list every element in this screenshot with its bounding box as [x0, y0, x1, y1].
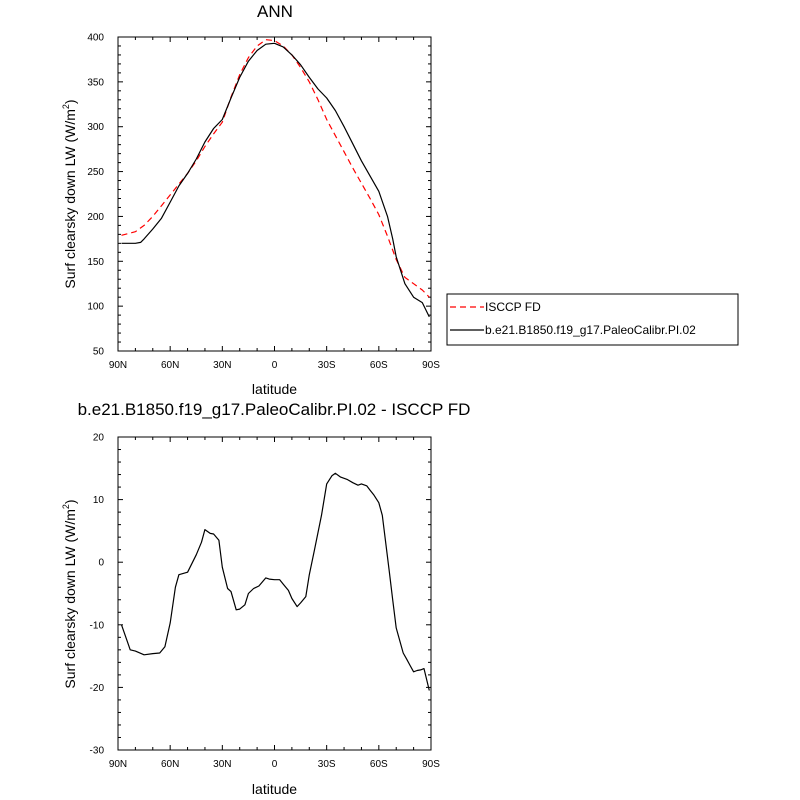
y-tick-label: -10: [90, 620, 105, 631]
top-chart: ANN 90N 60N 30N 0 30S 60S 90S 50 100 150 200 250 300…: [61, 2, 440, 397]
bottom-chart-y-axis-label: Surf clearsky down LW (W/m2): [61, 499, 78, 688]
top-chart-x-axis-label: latitude: [252, 381, 297, 397]
x-tick-label: 90S: [422, 759, 440, 770]
x-tick-label: 60N: [161, 759, 179, 770]
bottom-chart: b.e21.B1850.f19_g17.PaleoCalibr.PI.02 - …: [61, 400, 470, 797]
y-tick-label: 250: [87, 167, 104, 178]
y-tick-label: 150: [87, 257, 104, 268]
x-tick-label: 90S: [422, 360, 440, 371]
x-tick-label: 30S: [318, 360, 336, 371]
legend-label-isccp: ISCCP FD: [485, 300, 541, 314]
y-tick-label: 10: [93, 495, 105, 506]
x-tick-label: 30N: [213, 360, 231, 371]
x-tick-label: 60S: [370, 759, 388, 770]
top-chart-series: [121, 39, 430, 318]
bottom-chart-ticks: 90N 60N 30N 0 30S 60S 90S -30 -20 -10 0 10 20: [90, 433, 441, 771]
x-tick-label: 90N: [109, 360, 127, 371]
top-chart-y-axis-label: Surf clearsky down LW (W/m2): [61, 99, 78, 288]
y-tick-label: 200: [87, 212, 104, 223]
legend-box: [446, 293, 739, 346]
bottom-series-line-difference: [120, 472, 430, 691]
y-tick-label: 50: [93, 347, 105, 358]
y-tick-label: 300: [87, 122, 104, 133]
x-tick-label: 60N: [161, 360, 179, 371]
x-tick-label: 90N: [109, 759, 127, 770]
x-tick-label: 0: [272, 360, 278, 371]
bottom-chart-series: [120, 472, 430, 691]
x-tick-label: 60S: [370, 360, 388, 371]
legend-label-model: b.e21.B1850.f19_g17.PaleoCalibr.PI.02: [485, 323, 696, 337]
y-tick-label: 100: [87, 302, 104, 313]
x-tick-label: 30N: [213, 759, 231, 770]
y-tick-label: 400: [87, 33, 104, 44]
bottom-chart-x-axis-label: latitude: [252, 781, 297, 797]
top-chart-frame: [117, 36, 432, 352]
y-tick-label: -20: [90, 683, 105, 694]
y-tick-label: 20: [93, 433, 105, 444]
top-series-line-model: [121, 42, 430, 318]
y-tick-label: 0: [98, 558, 104, 569]
legend: ISCCP FD b.e21.B1850.f19_g17.PaleoCalibr…: [446, 293, 739, 346]
bottom-chart-title: b.e21.B1850.f19_g17.PaleoCalibr.PI.02 - …: [78, 400, 471, 419]
x-tick-label: 30S: [318, 759, 336, 770]
bottom-chart-frame: [117, 436, 432, 751]
top-chart-title: ANN: [257, 2, 293, 21]
y-tick-label: 350: [87, 77, 104, 88]
top-chart-ticks: 90N 60N 30N 0 30S 60S 90S 50 100 150 200 250 300 350 4…: [87, 33, 440, 372]
x-tick-label: 0: [272, 759, 278, 770]
top-series-line-isccp: [121, 39, 430, 298]
y-tick-label: -30: [90, 746, 105, 757]
